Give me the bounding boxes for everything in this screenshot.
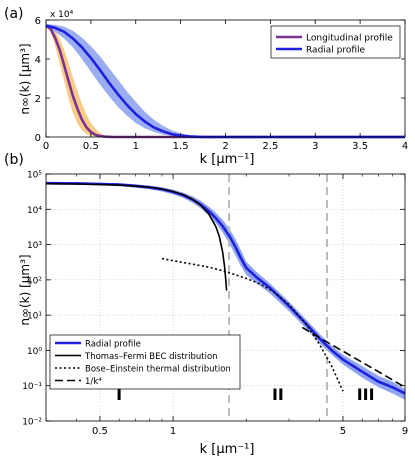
panel-a-x-tick-label: 0.5 — [83, 141, 99, 152]
panel-a-legend-box — [270, 25, 401, 59]
panel-b-y-tick-label: 10¹ — [27, 312, 42, 322]
panel-b-y-tick-label: 10² — [27, 276, 42, 286]
panel-b-y-tick-label: 10⁻² — [22, 418, 42, 428]
panel-b-y-tick-label: 10³ — [27, 241, 42, 251]
panel-b-y-tick-label: 10⁵ — [27, 171, 42, 181]
panel-b-x-tick-label: 1 — [170, 426, 176, 437]
panel-b-region-label: II — [272, 385, 284, 404]
panel-a: (a) x 10⁴ 0 0.5 1 1.5 2 2.5 3 3.5 4 0 2 4 6 Longitudi… — [4, 6, 408, 167]
panel-b-radial-band — [46, 181, 405, 400]
panel-b-y-tick-label: 10⁰ — [27, 347, 42, 357]
panel-b-legend-entry: Thomas–Fermi BEC distribution — [84, 352, 218, 362]
panel-b-legend-entry: Radial profile — [85, 340, 141, 350]
panel-a-x-tick-label: 1 — [133, 141, 139, 152]
panel-a-y-exponent: x 10⁴ — [50, 10, 74, 20]
panel-b-y-tick-label: 10⁴ — [27, 206, 42, 216]
panel-b-y-tick-label: 10⁻¹ — [22, 382, 42, 392]
panel-a-y-axis-label: n∞(k) [μm³] — [18, 43, 32, 114]
panel-b-legend-entry: Bose–Einstein thermal distribution — [85, 365, 231, 375]
panel-b-series-1-line — [45, 182, 228, 291]
panel-a-x-axis-label: k [μm⁻¹] — [200, 152, 255, 167]
panel-b-x-tick-label: 0.5 — [92, 426, 108, 437]
panel-a-x-tick-label: 0 — [43, 141, 49, 152]
panel-b-x-axis-label: k [μm⁻¹] — [200, 442, 255, 457]
panel-b-series-2-line — [161, 257, 344, 392]
panel-a-legend: Longitudinal profile Radial profile — [270, 25, 401, 59]
panel-b-legend-box — [49, 334, 241, 390]
panel-a-x-tick-label: 3 — [312, 141, 318, 152]
panel-a-legend-entry: Longitudinal profile — [306, 34, 393, 44]
panel-a-plot-area: 0 0.5 1 1.5 2 2.5 3 3.5 4 0 2 4 6 Longitudinal profil… — [35, 16, 409, 152]
panel-a-legend-entry: Radial profile — [306, 46, 366, 56]
panel-b-region-label: III — [357, 385, 375, 404]
panel-b-legend: Radial profile Thomas–Fermi BEC distribut… — [49, 334, 241, 390]
panel-b-label: (b) — [4, 152, 24, 168]
panel-b-region-label: I — [116, 385, 122, 404]
panel-a-label: (a) — [4, 6, 24, 22]
panel-a-x-tick-label: 2.5 — [262, 141, 278, 152]
panel-b-x-tick-label: 5 — [340, 426, 346, 437]
panel-a-y-tick-label: 2 — [35, 94, 41, 105]
panel-b-x-tick-label: 9 — [402, 426, 408, 437]
panel-a-x-tick-label: 4 — [402, 141, 408, 152]
panel-a-x-tick-label: 2 — [222, 141, 228, 152]
panel-a-y-tick-label: 6 — [35, 16, 41, 27]
panel-b-frame — [45, 173, 406, 422]
panel-b-y-axis-label: n∞(k) [μm³] — [18, 254, 32, 325]
panel-a-series-0-band — [46, 25, 405, 137]
panel-a-x-tick-label: 3.5 — [352, 141, 368, 152]
panel-a-series-1-band — [46, 23, 405, 137]
panel-b-legend-entry: 1/k⁴ — [85, 377, 102, 387]
panel-a-y-tick-label: 0 — [35, 133, 41, 144]
panel-a-x-tick-label: 1.5 — [173, 141, 189, 152]
panel-a-y-tick-label: 4 — [35, 55, 41, 66]
panel-b-series-3-line — [301, 326, 406, 388]
